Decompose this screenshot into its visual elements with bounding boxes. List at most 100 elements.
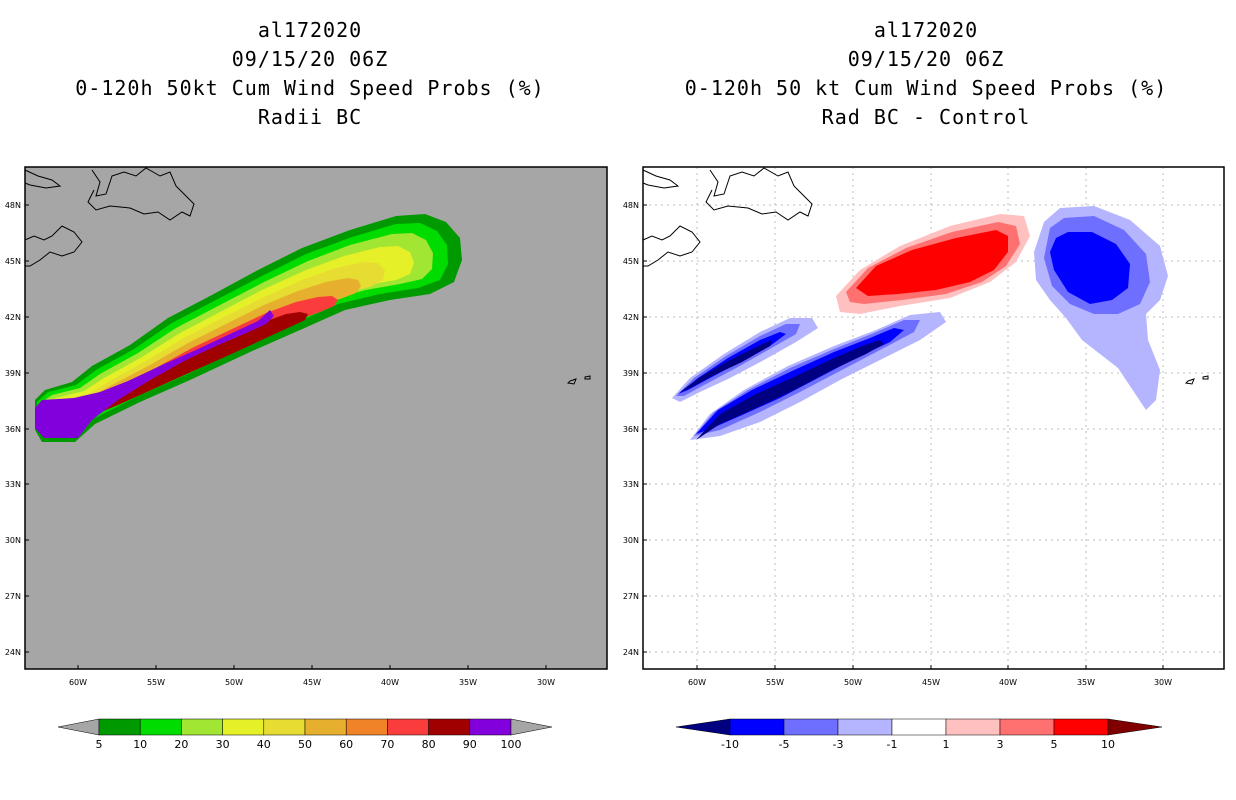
colorbar-segment — [345, 718, 388, 736]
lon-tick-label: 35W — [1077, 678, 1095, 687]
colorbar-underflow-arrow — [57, 718, 100, 736]
lat-tick-label: 27N — [623, 592, 639, 601]
left-panel-title: al172020 09/15/20 06Z 0-120h 50kt Cum Wi… — [0, 16, 620, 132]
left-title-variant: Radii BC — [257, 105, 363, 129]
east-negative-blob-strong — [1050, 232, 1130, 304]
south-negative-swath-core — [696, 340, 884, 440]
lat-tick-label: 33N — [5, 480, 21, 489]
colorbar-label: 1 — [943, 738, 950, 751]
lon-tick-label: 55W — [766, 678, 784, 687]
right-coastlines — [642, 167, 1209, 385]
colorbar-segment — [263, 718, 306, 736]
lat-tick-label: 48N — [5, 201, 21, 210]
colorbar-segment — [891, 718, 947, 736]
lat-tick-label: 42N — [5, 313, 21, 322]
right-panel-title: al172020 09/15/20 06Z 0-120h 50 kt Cum W… — [616, 16, 1236, 132]
lon-tick-label: 55W — [147, 678, 165, 687]
colorbar-segment — [387, 718, 429, 736]
left-title-storm-id: al172020 — [257, 18, 363, 42]
lon-tick-label: 60W — [69, 678, 87, 687]
colorbar-segment — [999, 718, 1055, 736]
colorbar-segment — [222, 718, 265, 736]
colorbar-label: 20 — [174, 738, 188, 751]
colorbar-overflow-arrow — [1107, 718, 1163, 736]
lon-tick-label: 35W — [459, 678, 477, 687]
colorbar-label: 10 — [1101, 738, 1115, 751]
right-anomaly-contours — [672, 206, 1168, 440]
colorbar-label: -3 — [833, 738, 844, 751]
right-title-storm-id: al172020 — [873, 18, 979, 42]
colorbar-label: 5 — [1051, 738, 1058, 751]
colorbar-label: 60 — [339, 738, 353, 751]
colorbar-label: 40 — [257, 738, 271, 751]
right-lat-axis: 48N 45N 42N 39N 36N 33N 30N 27N 24N — [623, 201, 647, 657]
colorbar-label: 5 — [96, 738, 103, 751]
colorbar-segment — [139, 718, 182, 736]
lon-tick-label: 45W — [922, 678, 940, 687]
lon-tick-label: 45W — [303, 678, 321, 687]
left-probability-swath — [35, 214, 462, 442]
colorbar-overflow-arrow — [510, 718, 553, 736]
positive-area-strong — [856, 230, 1008, 296]
colorbar-label: -1 — [887, 738, 898, 751]
colorbar-label: -5 — [779, 738, 790, 751]
colorbar-segment — [428, 718, 471, 736]
colorbar-segment — [783, 718, 839, 736]
lat-tick-label: 48N — [623, 201, 639, 210]
left-map: 48N 45N 42N 39N 36N 33N 30N 27N 24N 60W 55W 50W 45W… — [5, 166, 608, 687]
right-colorbar: -10 -5 -3 -1 1 3 5 10 — [675, 718, 1163, 751]
colorbar-segment — [945, 718, 1001, 736]
colorbar-underflow-arrow — [675, 718, 731, 736]
left-map-background — [25, 167, 607, 669]
colorbar-segment — [729, 718, 785, 736]
colorbar-label: 90 — [463, 738, 477, 751]
lat-tick-label: 24N — [623, 648, 639, 657]
colorbar-label: 3 — [997, 738, 1004, 751]
colorbar-segment — [98, 718, 141, 736]
colorbar-segment — [1053, 718, 1109, 736]
lon-tick-label: 30W — [537, 678, 555, 687]
colorbar-segment — [469, 718, 512, 736]
lat-tick-label: 39N — [623, 369, 639, 378]
colorbar-label: 70 — [380, 738, 394, 751]
lat-tick-label: 24N — [5, 648, 21, 657]
lat-tick-label: 27N — [5, 592, 21, 601]
colorbar-label: 10 — [133, 738, 147, 751]
west-negative-streak-core — [680, 340, 772, 392]
left-colorbar: 5 10 20 30 40 50 60 70 80 90 100 — [57, 718, 553, 751]
lon-tick-label: 50W — [225, 678, 243, 687]
colorbar-label: 100 — [501, 738, 522, 751]
lat-tick-label: 36N — [5, 425, 21, 434]
lat-tick-label: 45N — [623, 257, 639, 266]
lon-tick-label: 50W — [844, 678, 862, 687]
lon-tick-label: 40W — [999, 678, 1017, 687]
lat-tick-label: 30N — [623, 536, 639, 545]
lat-tick-label: 36N — [623, 425, 639, 434]
lat-tick-label: 42N — [623, 313, 639, 322]
left-map-frame — [24, 166, 608, 670]
lat-tick-label: 33N — [623, 480, 639, 489]
left-title-product: 0-120h 50kt Cum Wind Speed Probs (%) — [75, 76, 545, 100]
right-title-variant: Rad BC - Control — [821, 105, 1031, 129]
lon-tick-label: 60W — [688, 678, 706, 687]
right-title-date: 09/15/20 06Z — [847, 47, 1005, 71]
colorbar-label: -10 — [721, 738, 739, 751]
right-map: 48N 45N 42N 39N 36N 33N 30N 27N 24N 60W 55W 50W 45W… — [623, 166, 1225, 687]
colorbar-label: 50 — [298, 738, 312, 751]
colorbar-segment — [181, 718, 223, 736]
colorbar-segment — [837, 718, 893, 736]
right-lon-axis: 60W 55W 50W 45W 40W 35W 30W — [688, 665, 1172, 687]
left-coastlines — [24, 167, 591, 385]
left-lat-axis: 48N 45N 42N 39N 36N 33N 30N 27N 24N — [5, 201, 29, 657]
colorbar-label: 80 — [422, 738, 436, 751]
colorbar-label: 30 — [216, 738, 230, 751]
lat-tick-label: 39N — [5, 369, 21, 378]
right-title-product: 0-120h 50 kt Cum Wind Speed Probs (%) — [684, 76, 1168, 100]
right-map-frame — [642, 166, 1225, 670]
left-lon-axis: 60W 55W 50W 45W 40W 35W 30W — [69, 665, 555, 687]
colorbar-segment — [304, 718, 347, 736]
left-title-date: 09/15/20 06Z — [231, 47, 389, 71]
lon-tick-label: 40W — [381, 678, 399, 687]
lon-tick-label: 30W — [1154, 678, 1172, 687]
lat-tick-label: 45N — [5, 257, 21, 266]
